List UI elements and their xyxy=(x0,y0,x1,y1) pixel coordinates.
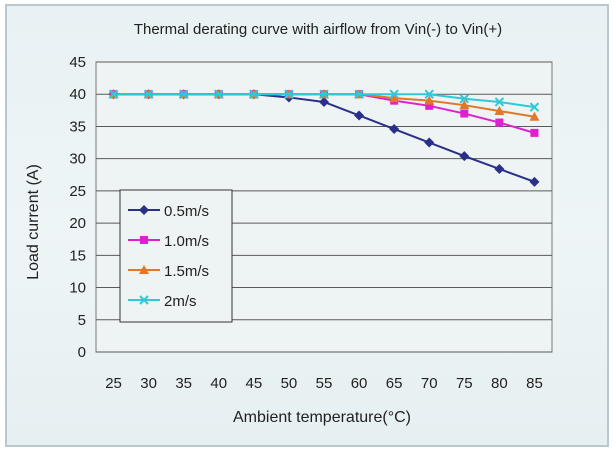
x-tick-label: 60 xyxy=(351,375,368,392)
y-tick-label: 5 xyxy=(78,312,86,329)
legend-item: 1.0m/s xyxy=(128,233,209,250)
legend-item: 0.5m/s xyxy=(128,203,209,220)
y-tick-label: 40 xyxy=(69,86,86,103)
y-tick-label: 10 xyxy=(69,280,86,297)
data-point xyxy=(459,151,470,162)
data-point xyxy=(424,137,435,148)
data-point xyxy=(214,89,224,99)
x-tick-label: 25 xyxy=(105,375,122,392)
data-point xyxy=(459,94,470,104)
data-point xyxy=(424,95,435,105)
y-tick-label: 15 xyxy=(69,247,86,264)
data-point xyxy=(249,89,259,99)
data-point xyxy=(319,96,329,107)
x-tick-label: 35 xyxy=(175,375,192,392)
data-point xyxy=(389,93,400,103)
series-layer xyxy=(108,89,540,187)
x-axis-label: Ambient temperature(°C) xyxy=(233,409,411,426)
legend-marker xyxy=(139,295,149,305)
x-tick-label: 70 xyxy=(421,375,438,392)
data-point xyxy=(108,89,119,99)
legend-marker xyxy=(139,265,149,274)
data-point xyxy=(354,110,365,121)
x-tick-label: 45 xyxy=(246,375,263,392)
data-point xyxy=(530,128,539,137)
y-tick-label: 45 xyxy=(69,54,86,71)
y-axis-ticks: 0 5 10 15 20 25 30 35 40 45 xyxy=(69,54,86,361)
data-point xyxy=(425,101,434,110)
data-point xyxy=(460,109,469,118)
x-tick-label: 30 xyxy=(140,375,157,392)
data-point xyxy=(178,89,189,99)
data-point xyxy=(459,100,470,110)
x-axis-ticks: 25 30 35 40 45 50 55 60 65 70 75 80 85 xyxy=(105,375,543,392)
y-tick-label: 20 xyxy=(69,215,86,232)
data-point xyxy=(389,89,399,99)
data-point xyxy=(424,89,434,99)
legend-label: 1.5m/s xyxy=(164,263,209,280)
x-tick-label: 85 xyxy=(526,375,543,392)
x-tick-label: 75 xyxy=(456,375,473,392)
legend-marker xyxy=(139,205,149,215)
x-tick-label: 80 xyxy=(491,375,508,392)
data-point xyxy=(494,163,505,174)
y-tick-label: 35 xyxy=(69,118,86,135)
data-point xyxy=(495,118,504,127)
data-point xyxy=(319,89,329,99)
data-point xyxy=(529,176,540,187)
data-point xyxy=(529,111,540,121)
legend-item: 1.5m/s xyxy=(128,263,209,280)
legend-label: 1.0m/s xyxy=(164,233,209,250)
data-point xyxy=(529,102,540,112)
legend-marker xyxy=(140,236,148,244)
legend-label: 2m/s xyxy=(164,293,197,310)
y-tick-label: 0 xyxy=(78,344,86,361)
data-point xyxy=(494,97,505,107)
data-point xyxy=(389,124,400,135)
legend: 0.5m/s 1.0m/s 1.5m/s 2m/s xyxy=(119,189,233,323)
data-point xyxy=(354,89,364,99)
chart-title: Thermal derating curve with airflow from… xyxy=(134,21,502,38)
data-point xyxy=(284,89,294,99)
legend-item: 2m/s xyxy=(128,293,197,310)
data-point xyxy=(494,105,505,115)
y-axis-label: Load current (A) xyxy=(25,164,42,280)
x-tick-label: 65 xyxy=(386,375,403,392)
y-tick-label: 30 xyxy=(69,151,86,168)
series-2m-s xyxy=(108,89,540,112)
data-point xyxy=(143,89,154,99)
x-tick-label: 50 xyxy=(281,375,298,392)
y-tick-label: 25 xyxy=(69,183,86,200)
legend-label: 0.5m/s xyxy=(164,203,209,220)
x-tick-label: 55 xyxy=(316,375,333,392)
x-tick-label: 40 xyxy=(210,375,227,392)
